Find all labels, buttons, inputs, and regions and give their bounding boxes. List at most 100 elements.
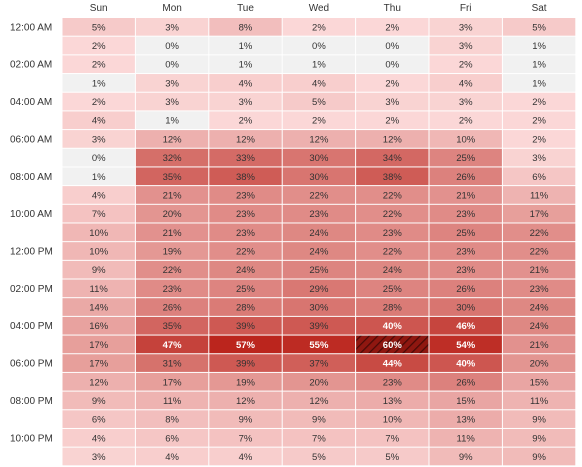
cell-value-label: 2%: [239, 116, 253, 127]
heatmap-cell: [282, 186, 356, 204]
cell-value-label: 20%: [163, 209, 183, 220]
cell-value-label: 1%: [92, 172, 106, 183]
heatmap-cell: [209, 18, 282, 36]
heatmap-cell: [356, 447, 429, 466]
cell-value-label: 9%: [239, 415, 253, 426]
cell-value-label: 9%: [459, 452, 473, 463]
heatmap-cell: [135, 428, 209, 447]
heatmap-cell: [282, 242, 356, 260]
day-label: Sun: [90, 3, 108, 14]
heatmap-cell: [282, 204, 356, 223]
heatmap-cell: [135, 260, 209, 279]
cell-value-label: 6%: [92, 415, 106, 426]
heatmap-cell: [502, 223, 576, 242]
heatmap-cell: [209, 391, 282, 410]
day-label: Thu: [384, 3, 401, 14]
time-label: 12:00 AM: [10, 22, 52, 33]
heatmap-cell: [135, 372, 209, 391]
heatmap-cell: [62, 335, 135, 354]
heatmap-cell: [209, 36, 282, 55]
heatmap-cell: [282, 148, 356, 167]
time-label: 10:00 AM: [10, 209, 52, 220]
heatmap-cell: [209, 354, 282, 372]
cell-value-label: 22%: [530, 247, 550, 258]
cell-value-label: 9%: [92, 396, 106, 407]
cell-value-label: 23%: [236, 228, 256, 239]
heatmap-cell: [62, 242, 135, 260]
heatmap-cell: [62, 447, 135, 466]
time-label: 12:00 PM: [10, 247, 53, 258]
cell-value-label: 3%: [92, 452, 106, 463]
cell-value-label: 35%: [163, 172, 183, 183]
heatmap-cell: [502, 391, 576, 410]
heatmap-cell: [135, 335, 209, 354]
heatmap-cell: [502, 242, 576, 260]
cell-value-label: 1%: [532, 41, 546, 52]
heatmap-cell: [429, 242, 502, 260]
cell-value-label: 6%: [532, 172, 546, 183]
cell-value-label: 9%: [532, 433, 546, 444]
heatmap-cell: [282, 354, 356, 372]
heatmap-cell: [282, 36, 356, 55]
cell-value-label: 20%: [309, 377, 329, 388]
heatmap-cell: [282, 410, 356, 428]
heatmap-cell: [135, 298, 209, 316]
heatmap-cell: [356, 223, 429, 242]
cell-value-label: 2%: [385, 78, 399, 89]
heatmap-cell: [282, 260, 356, 279]
cell-value-label: 3%: [92, 134, 106, 145]
heatmap-cell: [429, 447, 502, 466]
heatmap-cell: [429, 410, 502, 428]
heatmap-cell: [282, 335, 356, 354]
cell-value-label: 23%: [236, 209, 256, 220]
cell-value-label: 9%: [532, 452, 546, 463]
day-label: Mon: [162, 3, 181, 14]
cell-value-label: 57%: [236, 340, 256, 351]
cell-value-label: 2%: [385, 116, 399, 127]
heatmap-cell: [429, 55, 502, 74]
heatmap-cell: [135, 316, 209, 335]
cell-value-label: 5%: [532, 22, 546, 33]
cell-value-label: 2%: [532, 97, 546, 108]
day-labels: Sun Mon Tue Wed Thu Fri Sat: [90, 3, 547, 14]
heatmap-cell: [429, 18, 502, 36]
cell-value-label: 1%: [165, 116, 179, 127]
heatmap-cell: [429, 335, 502, 354]
heatmap-cell: [209, 167, 282, 186]
heatmap-cell: [62, 279, 135, 298]
cell-value-label: 30%: [309, 303, 329, 314]
heatmap-cell: [62, 372, 135, 391]
cell-value-label: 12%: [309, 134, 329, 145]
heatmap-cell: [209, 335, 282, 354]
heatmap-cell: [282, 447, 356, 466]
heatmap-cell: [135, 36, 209, 55]
cell-value-label: 3%: [459, 22, 473, 33]
cell-value-label: 33%: [236, 153, 256, 164]
cell-value-label: 38%: [236, 172, 256, 183]
cell-value-label: 22%: [383, 247, 403, 258]
cell-value-label: 15%: [456, 396, 476, 407]
heatmap-cell: [356, 167, 429, 186]
cell-value-label: 12%: [309, 396, 329, 407]
cell-value-label: 2%: [312, 116, 326, 127]
heatmap-cell: [356, 372, 429, 391]
cell-value-label: 10%: [456, 134, 476, 145]
heatmap-cell: [356, 74, 429, 92]
heatmap-cell: [429, 204, 502, 223]
heatmap-cell: [62, 148, 135, 167]
cell-value-label: 40%: [383, 321, 403, 332]
cell-value-label: 17%: [530, 209, 550, 220]
cell-value-label: 9%: [312, 415, 326, 426]
cell-value-label: 0%: [385, 41, 399, 52]
cell-value-label: 54%: [456, 340, 476, 351]
heatmap-cell: [356, 242, 429, 260]
cell-value-label: 2%: [312, 22, 326, 33]
heatmap-cell: [209, 279, 282, 298]
heatmap-cell: [502, 186, 576, 204]
heatmap-cell: [502, 92, 576, 111]
heatmap-cell: [356, 279, 429, 298]
heatmap-cell: [502, 111, 576, 130]
heatmap-cell: [429, 354, 502, 372]
heatmap-cell: [356, 92, 429, 111]
heatmap-cell: [209, 148, 282, 167]
